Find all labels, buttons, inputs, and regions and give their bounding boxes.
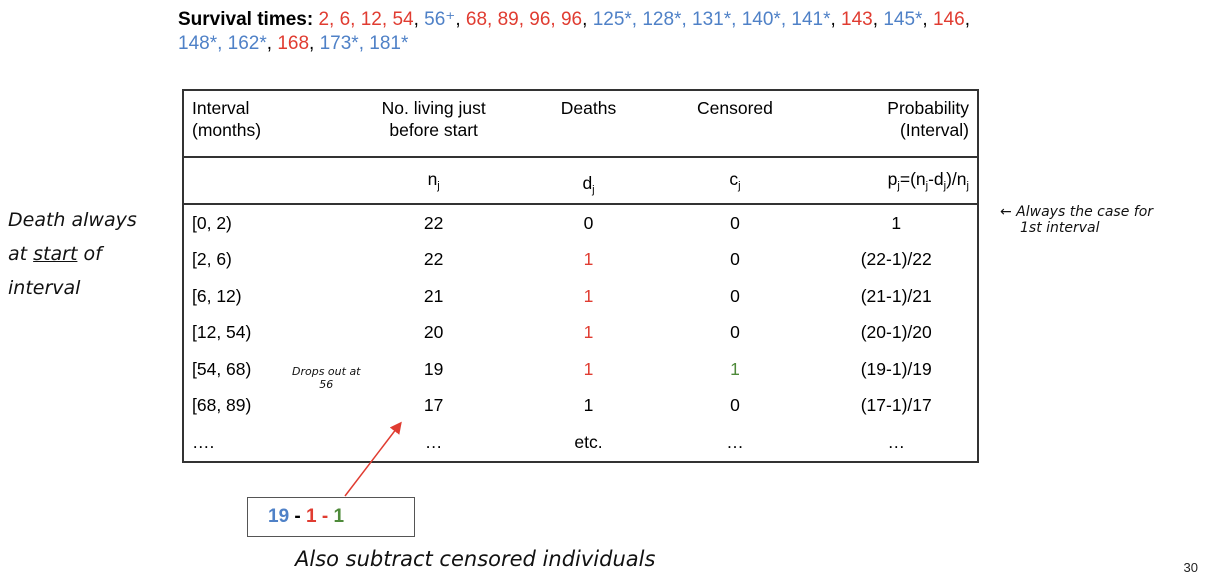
survival-time-value: 128* [642,9,682,30]
survival-time-value: 145* [883,9,923,30]
cell-p: 1 [891,212,902,233]
survival-time-value: 146 [932,9,965,30]
cell-c: 0 [730,395,740,416]
cell-d: 1 [583,249,594,270]
cell-c: … [726,431,744,452]
cell-d: 1 [583,358,594,379]
header-interval: Interval (months) [192,98,262,140]
header-living: No. living just before start [381,98,486,140]
cell-d: 0 [583,212,594,233]
life-table: Interval (months) No. living just before s… [182,89,979,463]
table-row: [12, 54) 20 1 0 (20-1)/20 [183,315,978,352]
note-death-at-start: Death always at start of interval [8,209,137,299]
page-number: 30 [1183,560,1198,575]
cell-n: 20 [423,322,444,343]
cell-d: etc. [574,431,603,452]
cell-c: 0 [730,212,740,233]
note-drops-out: Drops out at 56 [292,365,361,391]
table-body: [0, 2) 22 0 0 1 [2, 6) 22 1 0 (22-1)/22 [6, 12) 21 1… [183,204,978,462]
table-row: [6, 12) 21 1 0 (21-1)/21 [183,278,978,315]
survival-time-value: 56⁺ [424,9,456,30]
note-first-interval: ← Always the case for 1st interval [1000,204,1154,236]
cell-d: 1 [583,285,594,306]
cell-interval: [12, 54) [192,322,252,343]
cell-c: 1 [730,358,740,379]
survival-time-value: 181* [369,33,409,54]
header-probability: Probability (Interval) [887,98,969,140]
symbol-blank [183,156,345,205]
survival-time-value: 89 [497,9,519,30]
survival-times-values: 2, 6, 12, 54, 56⁺, 68, 89, 96, 96, 125*,… [178,9,970,54]
cell-p: (19-1)/19 [860,358,932,379]
symbol-c: cj [654,156,816,205]
survival-time-value: 143 [841,9,873,30]
cell-interval: [6, 12) [192,285,242,306]
cell-c: 0 [730,249,740,270]
note-subtract-censored: Also subtract censored individuals [295,547,656,571]
table-row: [0, 2) 22 0 0 1 [183,204,978,242]
survival-time-value: 131* [692,9,732,30]
cell-d: 1 [583,322,594,343]
survival-times-label: Survival times: [178,9,314,30]
survival-time-value: 141* [791,9,831,30]
survival-time-value: 173* [319,33,359,54]
cell-p: (20-1)/20 [860,322,932,343]
symbol-d: dj [522,156,655,205]
survival-time-value: 168 [277,33,310,54]
calculation-box: 19 - 1 - 1 [247,497,415,537]
symbol-n: nj [344,156,523,205]
cell-interval: …. [192,431,215,452]
cell-p: (21-1)/21 [860,285,932,306]
cell-interval: [0, 2) [192,212,232,233]
table-row: [2, 6) 22 1 0 (22-1)/22 [183,242,978,279]
cell-n: 22 [423,212,444,233]
cell-p: … [887,431,905,452]
table-header-row: Interval (months) No. living just before s… [183,90,978,157]
survival-time-value: 148* [178,33,218,54]
survival-time-value: 96 [560,9,583,30]
cell-interval: [54, 68) [192,358,252,379]
table-row: [54, 68) 19 1 1 (19-1)/19 [183,351,978,388]
survival-time-value: 54 [392,9,414,30]
table-symbol-row: nj dj cj pj=(nj-dj)/nj [183,156,978,205]
survival-time-value: 140* [741,9,781,30]
survival-times-line: Survival times: 2, 6, 12, 54, 56⁺, 68, 8… [178,8,978,56]
cell-p: (17-1)/17 [860,395,932,416]
table-row: [68, 89) 17 1 0 (17-1)/17 [183,388,978,425]
survival-time-value: 162* [227,33,267,54]
header-censored: Censored [696,98,773,118]
cell-interval: [68, 89) [192,395,252,416]
cell-n: 22 [423,249,444,270]
survival-time-value: 6 [339,9,351,30]
cell-n: … [424,431,443,452]
cell-n: 21 [423,285,444,306]
survival-time-value: 96 [529,9,551,30]
cell-n: 19 [423,358,444,379]
cell-c: 0 [730,322,740,343]
cell-n: 17 [423,395,444,416]
table-row: …. … etc. … … [183,424,978,462]
survival-time-value: 68 [465,9,488,30]
cell-interval: [2, 6) [192,249,232,270]
symbol-p-formula: pj=(nj-dj)/nj [815,156,978,205]
cell-c: 0 [730,285,740,306]
survival-time-value: 2 [318,9,330,30]
cell-d: 1 [583,395,594,416]
cell-p: (22-1)/22 [860,249,932,270]
survival-time-value: 12 [360,9,382,30]
survival-time-value: 125* [592,9,632,30]
header-deaths: Deaths [560,98,617,118]
